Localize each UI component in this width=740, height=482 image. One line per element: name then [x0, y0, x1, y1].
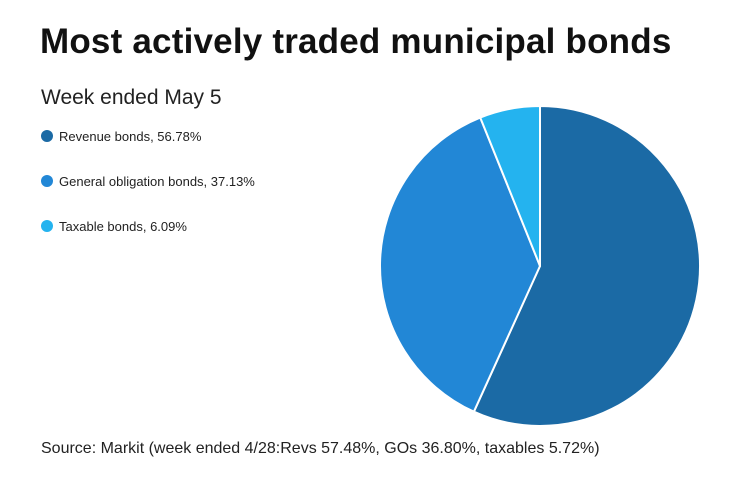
- legend-swatch-revenue-bonds: [41, 130, 53, 142]
- legend-label-taxable-bonds: Taxable bonds, 6.09%: [59, 218, 187, 234]
- legend-item-general-obligation-bonds: General obligation bonds, 37.13%: [41, 173, 255, 189]
- legend-swatch-taxable-bonds: [41, 220, 53, 232]
- legend-swatch-general-obligation-bonds: [41, 175, 53, 187]
- legend-item-taxable-bonds: Taxable bonds, 6.09%: [41, 218, 255, 234]
- chart-title: Most actively traded municipal bonds: [40, 22, 672, 61]
- chart-subtitle: Week ended May 5: [41, 86, 222, 109]
- pie-slice-taxable-bonds: [479, 105, 541, 267]
- legend-label-revenue-bonds: Revenue bonds, 56.78%: [59, 128, 202, 144]
- legend-label-general-obligation-bonds: General obligation bonds, 37.13%: [59, 173, 255, 189]
- legend: Revenue bonds, 56.78% General obligation…: [41, 128, 255, 263]
- pie-chart: [379, 105, 701, 427]
- pie-slice-general-obligation-bonds: [379, 116, 541, 413]
- source-note: Source: Markit (week ended 4/28:Revs 57.…: [41, 440, 600, 457]
- legend-item-revenue-bonds: Revenue bonds, 56.78%: [41, 128, 255, 144]
- pie-slice-revenue-bonds: [472, 105, 701, 427]
